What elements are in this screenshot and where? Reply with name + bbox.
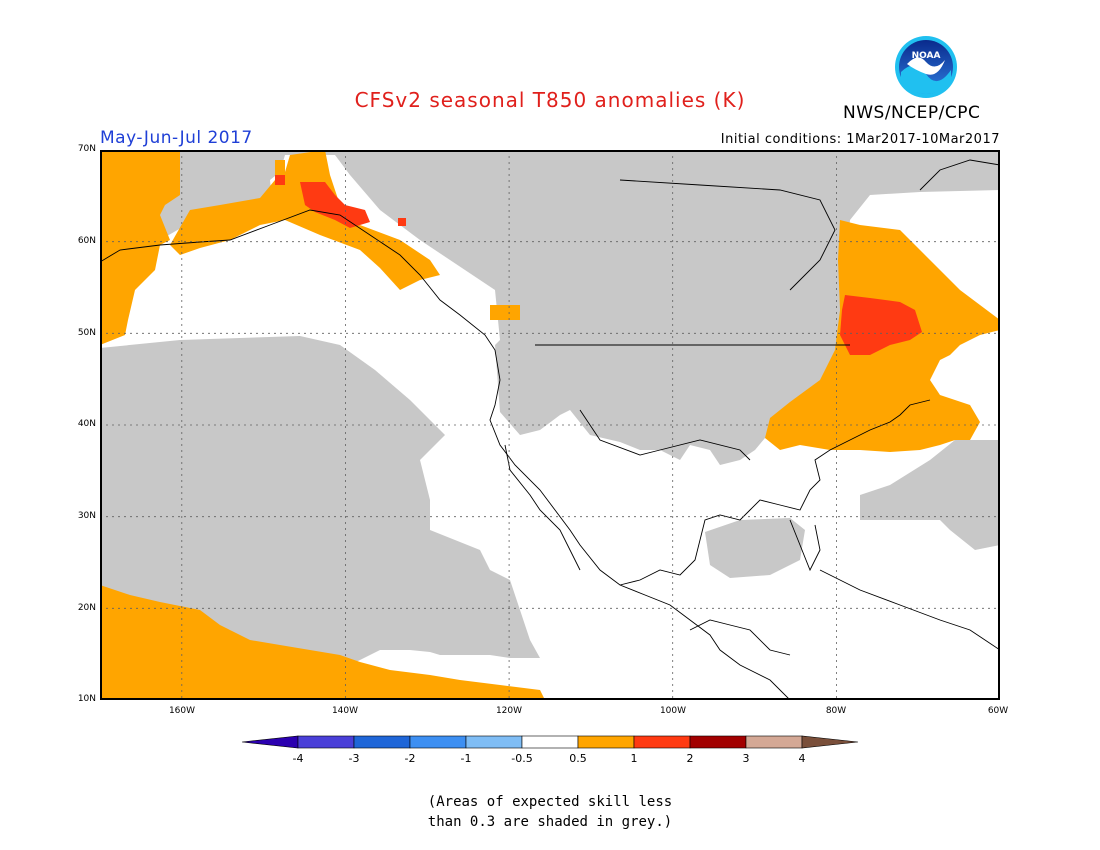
lon-label: 80W bbox=[825, 706, 847, 716]
colorbar-segment bbox=[297, 735, 355, 749]
lat-label: 60N bbox=[77, 236, 96, 246]
colorbar-label: 0.5 bbox=[569, 752, 587, 765]
colorbar-label: 1 bbox=[630, 752, 638, 765]
map-frame bbox=[100, 150, 1000, 700]
colorbar-segment bbox=[633, 735, 691, 749]
lat-label: 10N bbox=[77, 694, 96, 704]
lon-label: 100W bbox=[659, 706, 687, 716]
initial-conditions: Initial conditions: 1Mar2017-10Mar2017 bbox=[720, 132, 1000, 147]
colorbar-segment bbox=[689, 735, 747, 749]
colorbar-segment bbox=[577, 735, 635, 749]
colorbar-segments bbox=[241, 735, 859, 749]
colorbar-segment bbox=[521, 735, 579, 749]
colorbar-segment bbox=[409, 735, 467, 749]
red-warm-anomaly-areas bbox=[275, 175, 922, 355]
colorbar-label: -4 bbox=[292, 752, 304, 765]
colorbar-label: -2 bbox=[404, 752, 416, 765]
colorbar-label: 2 bbox=[686, 752, 694, 765]
map-title: CFSv2 seasonal T850 anomalies (K) bbox=[354, 88, 746, 112]
colorbar-segment bbox=[745, 735, 803, 749]
noaa-logo: NOAA bbox=[895, 36, 957, 98]
lat-lon-gridlines bbox=[100, 150, 1000, 700]
agency-label: NWS/NCEP/CPC bbox=[843, 103, 981, 123]
lon-label: 160W bbox=[168, 706, 196, 716]
colorbar-segment bbox=[465, 735, 523, 749]
lon-label: 140W bbox=[331, 706, 359, 716]
colorbar-segment bbox=[353, 735, 411, 749]
colorbar-label: 4 bbox=[798, 752, 806, 765]
lat-label: 20N bbox=[77, 603, 96, 613]
lat-label: 50N bbox=[77, 328, 96, 338]
lat-label: 30N bbox=[77, 511, 96, 521]
anomaly-map bbox=[100, 150, 1000, 700]
colorbar-segment bbox=[801, 735, 859, 749]
colorbar-label: -3 bbox=[348, 752, 360, 765]
forecast-period: May-Jun-Jul 2017 bbox=[100, 128, 253, 148]
colorbar-label: -0.5 bbox=[511, 752, 533, 765]
note-line: (Areas of expected skill less bbox=[427, 794, 673, 810]
coastlines-and-borders bbox=[100, 159, 1000, 700]
grey-low-skill-areas bbox=[100, 150, 1000, 670]
colorbar-segment bbox=[241, 735, 299, 749]
logo-text: NOAA bbox=[912, 51, 941, 61]
colorbar-label: -1 bbox=[460, 752, 472, 765]
lon-label: 120W bbox=[495, 706, 523, 716]
skill-note: (Areas of expected skill less than 0.3 a… bbox=[0, 792, 1100, 832]
note-line: than 0.3 are shaded in grey.) bbox=[427, 814, 673, 830]
lat-label: 40N bbox=[77, 419, 96, 429]
colorbar-label: 3 bbox=[742, 752, 750, 765]
lon-label: 60W bbox=[987, 706, 1009, 716]
colorbar bbox=[241, 735, 859, 749]
lat-label: 70N bbox=[77, 144, 96, 154]
